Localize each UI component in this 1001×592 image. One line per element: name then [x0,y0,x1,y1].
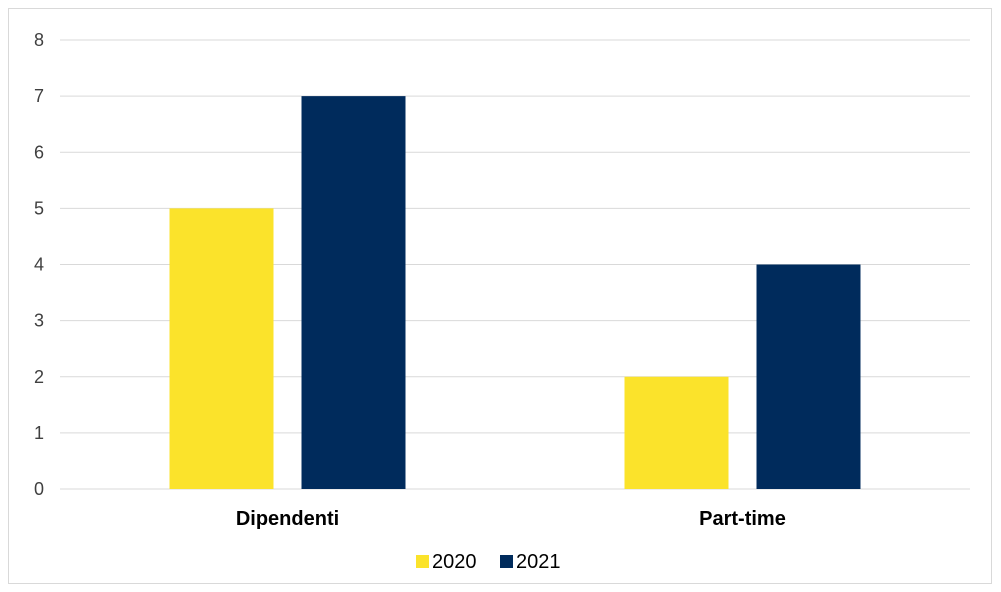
legend-swatch-2020 [416,555,429,568]
bar-2021-part-time [756,264,861,489]
x-axis-categories: Dipendenti Part-time [236,508,786,530]
y-tick-label: 2 [34,367,44,387]
y-tick-label: 5 [34,198,44,218]
x-category-label: Dipendenti [236,508,339,530]
y-tick-label: 6 [34,142,44,162]
legend: 2020 2021 [416,551,561,573]
y-tick-label: 1 [34,423,44,443]
bar-2020-part-time [624,376,729,489]
legend-label-2020: 2020 [432,551,477,573]
bars [169,96,861,489]
y-tick-label: 3 [34,311,44,331]
bar-2020-dipendenti [169,208,274,489]
bar-2021-dipendenti [301,96,406,489]
y-tick-label: 0 [34,479,44,499]
y-axis-ticks: 0 1 2 3 4 5 6 7 8 [34,30,44,499]
legend-label-2021: 2021 [516,551,561,573]
y-tick-label: 7 [34,86,44,106]
y-tick-label: 4 [34,255,44,275]
x-category-label: Part-time [699,508,786,530]
y-tick-label: 8 [34,30,44,50]
legend-swatch-2021 [500,555,513,568]
